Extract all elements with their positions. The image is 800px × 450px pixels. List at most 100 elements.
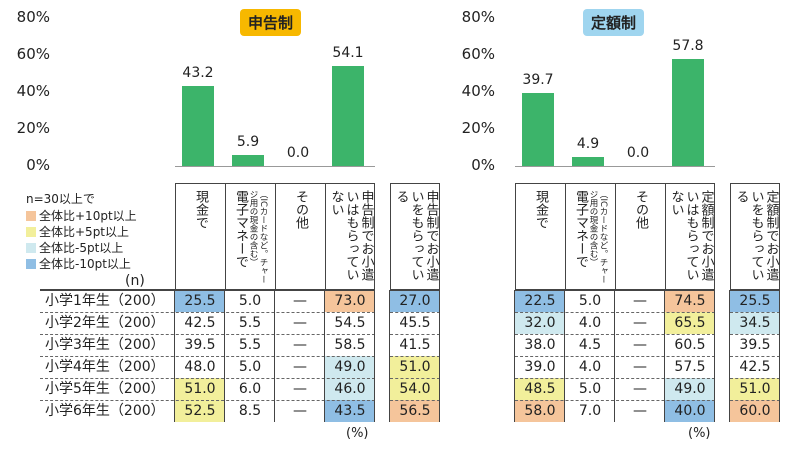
bar-value-label: 4.9 [576,135,600,152]
row-divider [40,334,375,335]
bar [332,65,364,166]
row-divider [730,400,780,401]
table-cell: 54.5 [334,315,366,331]
table-cell: 38.0 [524,337,556,353]
column-header-text: 定額制でお小遣いをもらっている [733,190,779,281]
chart-title: 定額制 [583,9,645,36]
table-cell: — [633,381,647,397]
table-cell: 7.0 [578,403,602,419]
row-divider [390,400,440,401]
table-cell: 32.0 [515,312,565,334]
bar-value-label: 54.1 [332,44,364,61]
column-header: 定額制でお小遣いをもらっている [731,184,781,290]
column-header: 申告制でお小遣いをもらっている [391,184,441,290]
table-cell: 5.0 [238,359,262,375]
table-cell: 46.0 [325,378,375,400]
row-divider [40,400,375,401]
table-cell: 41.5 [399,337,431,353]
row-label: 小学3年生（200） [45,337,165,353]
table-cell: 51.0 [175,378,225,400]
table-cell: 6.0 [238,381,262,397]
table-cell: 25.5 [730,290,780,312]
column-divider [779,290,780,422]
column-header-text: 電子マネーで [233,190,248,268]
bar [522,92,554,166]
y-tick-label: 80% [16,8,50,26]
column-header-text: 電子マネーで [573,190,588,268]
table-cell: 51.0 [730,378,780,400]
y-tick-label: 60% [16,45,50,63]
table-cell: 4.0 [578,359,602,375]
table-cell: 42.5 [184,315,216,331]
column-header: 電子マネーで （ICカードなど。チャージ用の現金の含む） [226,184,276,290]
table-cell: 40.0 [665,400,715,422]
table-cell: 34.5 [730,312,780,334]
bar [232,155,264,166]
column-divider [439,290,440,422]
column-header-note: （ICカードなど。チャージ用の現金の含む） [248,190,268,284]
legend-label: 全体比-10pt以上 [39,257,131,271]
table-cell: — [633,293,647,309]
header-bottom-line [730,289,780,291]
bar [572,156,604,166]
column-divider [729,290,730,422]
table-header-side: 申告制でお小遣いをもらっている [390,183,440,290]
column-header: 現金で [176,184,226,290]
table-cell: 48.5 [515,378,565,400]
table-cell: 65.5 [665,312,715,334]
table-cell: — [293,315,307,331]
table-cell: 56.5 [390,400,440,422]
table-cell: 73.0 [325,290,375,312]
table-cell: 5.0 [238,293,262,309]
header-bottom-line [390,289,440,291]
bar-value-label: 0.0 [626,145,650,161]
table-cell: 60.5 [674,337,706,353]
legend-label: 全体比+10pt以上 [39,209,137,223]
table-cell: — [633,403,647,419]
legend-swatch [26,258,36,269]
column-header-text: 申告制でお小遣いはもらっていない [328,190,374,281]
table-cell: 39.5 [739,337,771,353]
column-header-text: 現金で [193,190,208,229]
table-cell: — [293,337,307,353]
table-cell: 52.5 [175,400,225,422]
table-cell: 4.0 [578,315,602,331]
bar-value-label: 5.9 [236,134,260,151]
bar-value-label: 43.2 [182,65,214,82]
y-tick-label: 0% [26,156,50,174]
table-cell: 49.0 [665,378,715,400]
table-cell: 27.0 [390,290,440,312]
row-divider [390,356,440,357]
row-label: 小学1年生（200） [45,293,165,309]
legend-swatch [26,242,36,253]
column-divider [614,290,615,422]
legend-item: 全体比-5pt以上 [26,239,123,256]
column-divider [664,290,665,422]
row-divider [730,356,780,357]
table-cell: 60.0 [730,400,780,422]
column-divider [564,290,565,422]
table-cell: 48.0 [184,359,216,375]
legend-title: n=30以上で [26,192,95,206]
table-cell: 4.5 [578,337,602,353]
row-divider [515,312,715,313]
legend-item: 全体比-10pt以上 [26,255,131,272]
table-cell: 58.0 [515,400,565,422]
table-cell: 42.5 [739,359,771,375]
bar-value-label: 57.8 [672,38,704,55]
legend-swatch [26,210,36,221]
table-header-side: 定額制でお小遣いをもらっている [730,183,780,290]
table-cell: — [633,315,647,331]
table-cell: — [633,359,647,375]
row-label: 小学6年生（200） [45,403,165,419]
legend-label: 全体比+5pt以上 [39,225,130,239]
row-label: 小学5年生（200） [45,381,165,397]
table-cell: 5.0 [578,293,602,309]
table-cell: 51.0 [390,356,440,378]
table-cell: 22.5 [515,290,565,312]
x-axis-line [515,166,715,167]
column-header-text: 現金で [533,190,548,229]
legend-item: 全体比+5pt以上 [26,223,129,240]
column-header: その他 [616,184,666,290]
row-divider [390,312,440,313]
